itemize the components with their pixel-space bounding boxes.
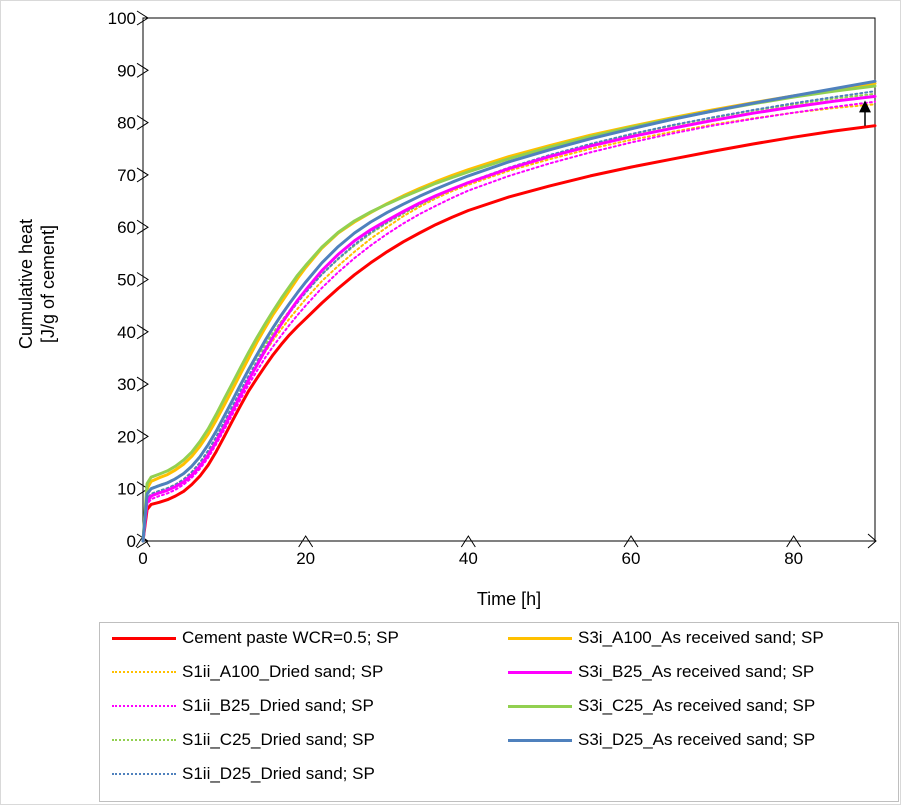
legend-label: S1ii_A100_Dried sand; SP — [182, 662, 384, 681]
plot-area-border — [142, 17, 876, 542]
series-layer — [141, 79, 877, 543]
y-tick-mark — [136, 167, 149, 183]
y-axis-title-line1: Cumulative heat — [16, 219, 36, 349]
legend-label: S1ii_C25_Dried sand; SP — [182, 730, 375, 749]
legend-swatch — [508, 704, 572, 708]
x-axis-end-marker — [867, 533, 877, 549]
chart-plot: 0 10 20 30 40 50 60 70 80 90 100 0 20 40 60 80 Time [h]… — [16, 9, 877, 609]
x-tick-mark — [786, 535, 802, 548]
legend-swatch — [508, 738, 572, 742]
y-tick-label: 90 — [117, 61, 136, 80]
y-tick-mark — [136, 219, 149, 235]
y-axis-title-line2: [J/g of cement] — [38, 225, 58, 343]
legend-label: S1ii_D25_Dried sand; SP — [182, 764, 375, 783]
legend-item: S3i_D25_As received sand; SP — [508, 728, 815, 752]
y-tick-label: 80 — [117, 114, 136, 133]
y-tick-label: 100 — [108, 9, 136, 28]
y-tick-mark — [136, 376, 149, 392]
annotation-layer — [859, 100, 871, 126]
series-line-4 — [141, 94, 877, 543]
legend-swatch — [508, 670, 572, 674]
legend-label: S3i_D25_As received sand; SP — [578, 730, 816, 749]
y-tick-label: 70 — [117, 166, 136, 185]
y-tick-mark — [136, 272, 149, 287]
legend-swatch — [112, 739, 176, 741]
x-tick-label: 20 — [296, 549, 315, 568]
legend-swatch — [508, 636, 572, 640]
legend-item: S3i_C25_As received sand; SP — [508, 694, 815, 718]
series-line-2 — [141, 81, 877, 543]
x-tick-label: 80 — [784, 549, 803, 568]
legend-label: S3i_C25_As received sand; SP — [578, 696, 816, 715]
legend-item: S1ii_B25_Dried sand; SP — [112, 694, 374, 718]
series-line-6 — [141, 84, 877, 543]
legend-item: S3i_A100_As received sand; SP — [508, 626, 824, 650]
legend-label: S3i_A100_As received sand; SP — [578, 628, 824, 647]
legend-item: Cement paste WCR=0.5; SP — [112, 626, 399, 650]
legend-swatch — [112, 671, 176, 673]
x-tick-label: 0 — [138, 549, 147, 568]
x-tick-mark — [623, 535, 639, 548]
y-tick-label: 50 — [117, 271, 136, 290]
legend-item: S1ii_C25_Dried sand; SP — [112, 728, 375, 752]
y-tick-label: 10 — [117, 480, 136, 499]
legend-item: S1ii_D25_Dried sand; SP — [112, 762, 375, 786]
axes: 0 10 20 30 40 50 60 70 80 90 100 0 20 40 60 80 — [108, 9, 877, 568]
legend-item: S3i_B25_As received sand; SP — [508, 660, 814, 684]
y-tick-mark — [136, 62, 149, 78]
legend-swatch — [112, 773, 176, 775]
y-tick-label: 0 — [127, 532, 136, 551]
y-tick-mark — [136, 10, 149, 26]
annotation-arrow-head — [859, 100, 871, 113]
y-tick-mark — [136, 428, 149, 444]
y-tick-mark — [136, 115, 149, 131]
legend-label: S1ii_B25_Dried sand; SP — [182, 696, 374, 715]
legend-swatch — [112, 636, 176, 640]
x-tick-mark — [298, 535, 314, 548]
series-line-1 — [141, 124, 877, 543]
x-tick-mark — [460, 535, 476, 548]
x-tick-label: 40 — [459, 549, 478, 568]
x-tick-label: 60 — [622, 549, 641, 568]
y-tick-label: 40 — [117, 323, 136, 342]
legend-swatch — [112, 705, 176, 707]
y-tick-label: 30 — [117, 375, 136, 394]
y-tick-mark — [136, 533, 149, 549]
y-tick-label: 20 — [117, 427, 136, 446]
y-tick-mark — [136, 324, 149, 340]
legend-label: Cement paste WCR=0.5; SP — [182, 628, 399, 647]
series-line-5 — [142, 100, 876, 542]
y-tick-label: 60 — [117, 218, 136, 237]
series-line-3 — [142, 103, 876, 542]
x-axis-title: Time [h] — [477, 589, 541, 609]
legend-item: S1ii_A100_Dried sand; SP — [112, 660, 383, 684]
legend: Cement paste WCR=0.5; SP S3i_A100_As rece… — [99, 622, 899, 802]
series-line-8 — [141, 79, 877, 543]
legend-label: S3i_B25_As received sand; SP — [578, 662, 815, 681]
